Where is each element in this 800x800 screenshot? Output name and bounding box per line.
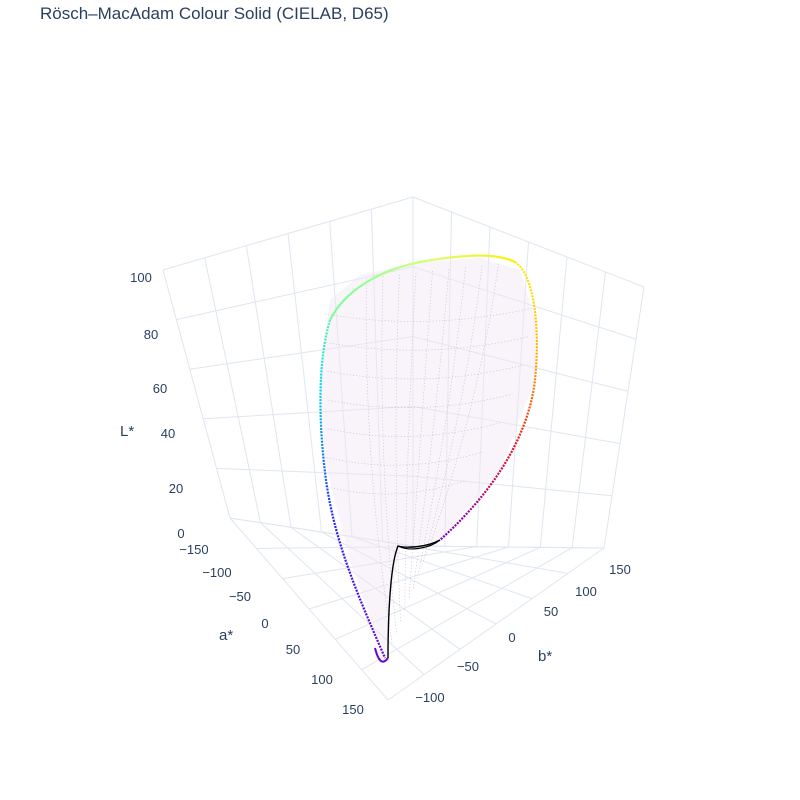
tick-label-a: 50	[286, 642, 300, 657]
tick-label-l: 20	[169, 481, 183, 496]
solid-meridian	[395, 274, 401, 623]
solid-parallel	[326, 336, 530, 351]
solid-parallel	[324, 307, 534, 322]
tick-label-b: 50	[544, 604, 558, 619]
boundary-right-edge	[439, 261, 538, 541]
tick-label-a: 0	[261, 616, 268, 631]
tick-label-l: 80	[144, 327, 158, 342]
axis-title-a: a*	[219, 627, 233, 644]
black-point-edge	[387, 539, 441, 659]
axis-title-l: L*	[120, 423, 134, 440]
tick-label-b: 100	[575, 584, 597, 599]
solid-meridian	[365, 278, 393, 645]
solid-meridian	[412, 269, 450, 590]
tick-label-a: 100	[311, 672, 333, 687]
tick-labels: 0 20 40 60 80 100 −150 −100 −50 0 50 100 150 −100 −50 0…	[130, 270, 631, 717]
tick-label-b: −50	[457, 659, 479, 674]
tick-label-a: −50	[229, 589, 251, 604]
violet-tip	[374, 647, 389, 663]
tick-label-b: 0	[508, 630, 515, 645]
solid-parallel	[327, 422, 500, 437]
colour-solid	[319, 254, 538, 663]
tick-label-a: −100	[202, 565, 231, 580]
solid-parallel	[326, 451, 485, 466]
tick-label-l: 0	[177, 526, 184, 541]
tick-label-a: −150	[179, 542, 208, 557]
boundary-left-edge	[319, 319, 387, 659]
tick-label-l: 60	[153, 381, 167, 396]
solid-parallel	[324, 479, 467, 495]
tick-label-l: 100	[130, 270, 152, 285]
boundary-top-rim	[329, 254, 516, 321]
tick-label-a: 150	[342, 702, 364, 717]
axis-title-b: b*	[538, 648, 552, 665]
solid-meridian	[421, 265, 483, 568]
chart-title: Rösch–MacAdam Colour Solid (CIELAB, D65)	[40, 4, 389, 23]
black-point-rim	[397, 539, 441, 550]
solid-parallel	[327, 393, 513, 409]
solid-interior	[320, 258, 535, 660]
tick-label-l: 40	[161, 426, 175, 441]
solid-meridian	[425, 263, 499, 557]
tick-label-b: −100	[415, 690, 444, 705]
tick-label-b: 150	[609, 562, 631, 577]
